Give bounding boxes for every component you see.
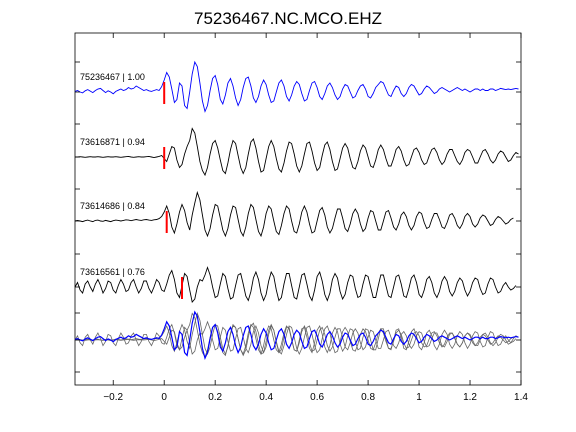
trace-line-4	[74, 266, 517, 303]
overlay-trace-1	[74, 310, 519, 360]
x-tick-label: 0	[161, 392, 167, 403]
trace-label-1: 75236467 | 1.00	[80, 72, 145, 82]
x-tick-label: 0.6	[310, 392, 324, 403]
y-ticks	[75, 61, 521, 373]
overlay-trace-4	[74, 320, 517, 355]
x-tick-label: 1.2	[463, 392, 477, 403]
x-tick-label: −0.2	[103, 392, 123, 403]
trace-label-3: 73614686 | 0.84	[80, 201, 145, 211]
trace-labels: 75236467 | 1.00 73616871 | 0.94 73614686 |…	[80, 72, 145, 277]
x-tick-label: 1.4	[514, 392, 528, 403]
trace-label-2: 73616871 | 0.94	[80, 137, 145, 147]
x-axis: −0.2 0 0.2 0.4 0.6 0.8 1 1.2 1.4	[103, 33, 528, 403]
x-tick-label: 0.8	[361, 392, 375, 403]
traces-layer	[74, 60, 519, 303]
trace-line-3	[74, 190, 514, 238]
chart-title: 75236467.NC.MCO.EHZ	[194, 9, 382, 28]
trace-line-2	[75, 127, 519, 177]
pick-markers	[163, 82, 183, 299]
x-tick-label: 0.2	[208, 392, 222, 403]
plot-frame	[74, 32, 522, 386]
trace-label-4: 73616561 | 0.76	[80, 267, 145, 277]
x-tick-label: 1	[416, 392, 422, 403]
overlay-panel	[74, 310, 519, 360]
x-tick-label: 0.4	[259, 392, 273, 403]
trace-line-1	[74, 60, 519, 113]
